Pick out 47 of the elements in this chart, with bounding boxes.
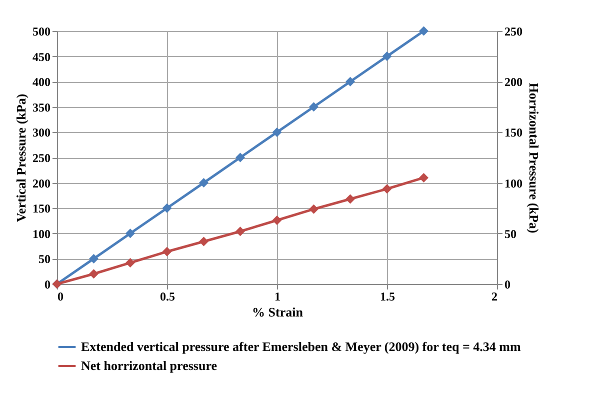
legend-label: Extended vertical pressure after Emersleben & Meyer (2009) for teq = 4.34 mm: [81, 339, 521, 354]
point: [126, 228, 136, 238]
y2-tick-label: 200: [504, 75, 522, 90]
point: [382, 184, 392, 194]
x-tick-label: 0.5: [160, 290, 175, 304]
point: [236, 226, 246, 236]
y-tick-label: 450: [32, 50, 50, 64]
y2-tick-label: 150: [504, 126, 522, 140]
y-tick-label: 200: [32, 176, 50, 190]
point: [418, 26, 428, 36]
x-tick-label: 2: [492, 290, 498, 304]
x-axis-title: % Strain: [252, 304, 304, 320]
point: [346, 194, 356, 204]
point: [308, 204, 318, 214]
point: [346, 76, 356, 86]
point: [126, 258, 136, 268]
y-axis-title: Vertical Pressure (kPa): [14, 94, 28, 222]
y2-tick-label: 250: [504, 24, 522, 38]
y-tick-label: 0: [44, 278, 50, 292]
point: [382, 52, 392, 62]
point: [162, 246, 172, 256]
y-tick-label: 500: [32, 24, 50, 38]
point: [236, 152, 246, 162]
legend-label: Net horrizontal pressure: [81, 358, 218, 373]
point: [162, 203, 172, 213]
x-tick-label: 1: [274, 290, 280, 304]
y-tick-label: 50: [38, 252, 50, 266]
y-tick-label: 100: [32, 226, 50, 241]
point: [418, 172, 428, 182]
y-tick-label: 250: [32, 151, 50, 165]
y-tick-label: 300: [32, 126, 50, 140]
y2-tick-label: 50: [504, 226, 516, 241]
y2-axis-title: Horrizontal Pressure (kPa): [526, 82, 542, 234]
x-tick-label: 1.5: [380, 290, 395, 304]
y-tick-label: 400: [32, 75, 50, 90]
y2-tick-label: 100: [504, 176, 522, 190]
point: [198, 236, 208, 246]
point: [88, 269, 98, 279]
y-tick-label: 150: [32, 202, 50, 216]
point: [308, 102, 318, 112]
y-tick-label: 350: [32, 100, 50, 114]
point: [272, 216, 282, 225]
y2-tick-label: 0: [504, 278, 510, 292]
point: [88, 254, 98, 264]
point: [198, 178, 208, 188]
point: [272, 127, 282, 137]
x-tick-label: 0: [58, 290, 64, 304]
